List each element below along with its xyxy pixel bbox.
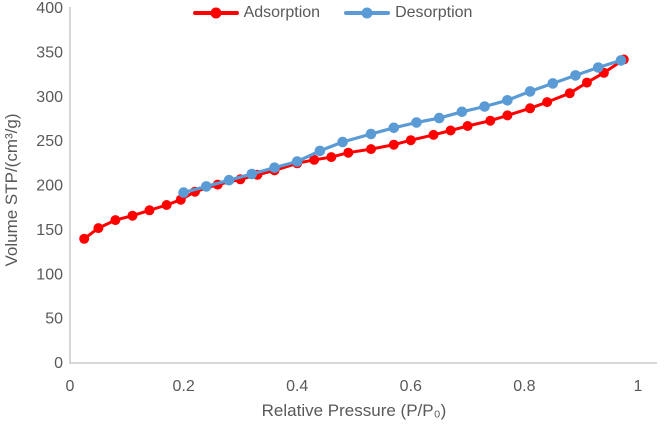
legend-marker-dot-desorption [361,7,373,19]
y-tick-label: 250 [36,133,63,150]
y-tick-label: 100 [36,266,63,283]
data-point [462,121,473,131]
y-tick-label: 150 [36,222,63,239]
x-tick-label: 0.8 [513,378,535,395]
legend-item-adsorption[interactable]: Adsorption [192,4,321,21]
chart-legend: Adsorption Desorption [0,1,665,25]
data-point [309,154,320,165]
data-point [366,144,376,155]
data-point [547,78,559,89]
data-point [388,139,399,150]
x-tick-label: 1 [634,378,643,395]
y-axis-title: Volume STP/(cm³/g) [2,113,21,267]
data-point [525,103,536,114]
data-point [456,106,468,118]
legend-marker-dot-adsorption [210,7,222,19]
data-point [502,95,513,106]
data-point [343,147,354,158]
data-point [479,101,490,112]
data-point [144,205,155,216]
data-point [405,135,416,146]
x-tick-label: 0.2 [172,378,194,395]
data-point [246,168,258,180]
y-tick-label: 50 [45,311,63,328]
data-point [564,88,575,99]
data-point [542,97,553,108]
data-point [502,110,513,121]
legend-swatch-adsorption [192,7,239,19]
x-tick-label: 0 [66,378,75,395]
x-axis-title: Relative Pressure (P/P₀) [261,401,447,420]
data-point [269,162,280,173]
data-point [93,223,104,234]
adsorption-series [79,54,629,244]
y-tick-label: 350 [36,44,63,61]
y-tick-label: 200 [36,178,63,195]
y-tick-label: 0 [54,355,63,372]
data-point [428,129,439,140]
x-tick-label: 0.6 [400,378,422,395]
data-point [201,181,212,192]
data-point [178,187,189,198]
y-tick-label: 300 [36,89,63,106]
y-tick-label: 400 [36,0,63,17]
data-point [79,233,90,244]
data-point [314,145,326,157]
data-point [581,77,592,88]
data-point [110,215,121,226]
data-point [388,122,400,134]
data-point [445,125,456,136]
data-point [570,70,581,81]
data-point [223,174,235,186]
data-point [485,115,496,126]
data-point [433,112,445,124]
x-tick-label: 0.4 [286,378,308,395]
legend-item-desorption[interactable]: Desorption [344,5,472,21]
legend-swatch-desorption [344,7,391,19]
data-point [524,86,536,97]
desorption-series [178,55,627,198]
data-point [365,128,377,140]
data-point [127,210,138,221]
data-point [291,156,303,167]
data-point [615,55,627,66]
data-point [592,62,604,73]
legend-label-desorption: Desorption [395,4,473,21]
data-point [411,117,422,128]
data-point [337,136,348,148]
legend-label-adsorption: Adsorption [243,4,321,21]
data-point [326,152,337,163]
data-point [161,200,172,210]
